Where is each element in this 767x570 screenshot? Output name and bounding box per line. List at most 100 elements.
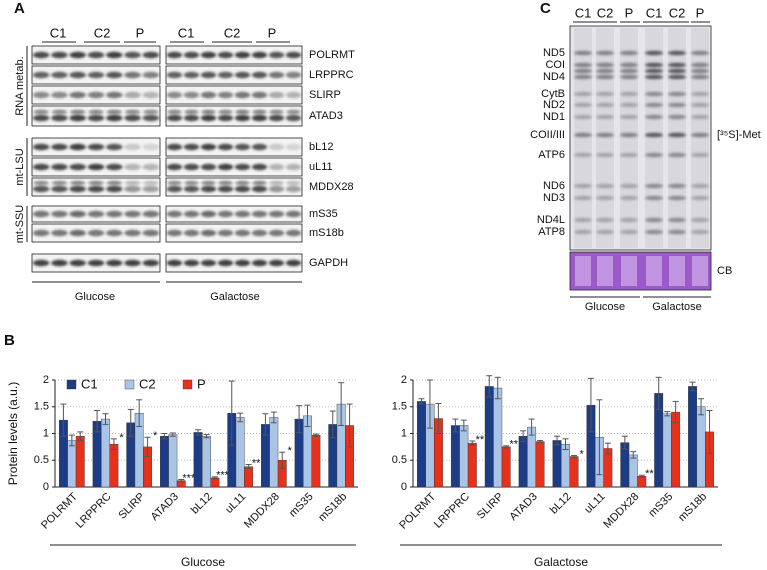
error-bar	[562, 438, 569, 451]
bar	[202, 435, 211, 488]
blot-band	[268, 163, 285, 171]
bar	[561, 444, 570, 488]
blot-band	[234, 143, 251, 151]
blot-band	[166, 114, 183, 122]
blot-band	[200, 143, 217, 151]
blot-band	[183, 185, 200, 193]
blot-band	[106, 163, 123, 171]
gel-band	[645, 74, 663, 80]
y-tick-label: 1.5	[392, 401, 407, 413]
error-bar	[195, 429, 202, 436]
blot-band	[268, 114, 285, 122]
gel-band	[645, 91, 663, 97]
error-bar	[245, 464, 252, 470]
blot-frame	[165, 85, 303, 105]
blot-band	[269, 180, 284, 186]
y-tick-label: 0	[43, 481, 49, 493]
blot-band	[70, 180, 86, 186]
error-bar	[469, 440, 476, 446]
stain-lane	[575, 256, 591, 286]
blot-band	[51, 210, 68, 218]
blot-band	[69, 91, 86, 99]
blot-band	[142, 91, 160, 99]
blot-band	[268, 91, 285, 99]
band-label: CytB	[541, 88, 565, 100]
error-bar	[698, 398, 705, 416]
x-tick-label: bL12	[189, 491, 215, 517]
row-label: MDDX28	[309, 181, 354, 193]
x-tick-label: ATAD3	[149, 491, 181, 523]
gel-band	[596, 114, 614, 120]
blot-band	[252, 180, 267, 186]
error-bar	[689, 381, 696, 392]
blot-band	[166, 143, 183, 151]
stain-label: CB	[717, 265, 732, 277]
gel-band	[668, 50, 686, 56]
blot-band	[124, 259, 141, 267]
gel-band	[645, 217, 663, 223]
gel-lane	[574, 28, 592, 248]
lane-header: C2	[597, 5, 614, 20]
blot-band	[286, 180, 301, 186]
blot-band	[142, 143, 160, 151]
condition-label: Galactose	[210, 291, 260, 303]
gel-band	[574, 91, 592, 97]
blot-band	[166, 259, 183, 267]
group-label: mt-LSU	[14, 148, 26, 185]
band-label: ATP6	[538, 149, 565, 161]
blot-band	[32, 143, 50, 151]
gel-band	[691, 229, 709, 235]
blot-band	[234, 114, 251, 122]
stain	[569, 251, 712, 291]
gel-band	[620, 229, 638, 235]
row-label: mS35	[309, 208, 338, 220]
blot-frame	[165, 137, 303, 157]
band-label: ATP8	[538, 226, 565, 238]
bar	[101, 418, 110, 488]
condition-label: Galactose	[652, 301, 702, 313]
blot-band	[106, 91, 123, 99]
band-label: ND6	[543, 180, 565, 192]
error-bar	[570, 454, 577, 459]
error-bar	[503, 445, 510, 449]
row-label: LRPPRC	[309, 69, 354, 81]
gel-band	[574, 50, 592, 56]
gel-band	[620, 152, 638, 158]
error-bar	[68, 434, 75, 447]
blot-band	[217, 163, 234, 171]
lane-header: C1	[646, 5, 663, 20]
gel-band	[668, 132, 686, 138]
x-tick-label: SLIRP	[475, 491, 506, 522]
blot-band	[234, 163, 251, 171]
blot-band	[217, 229, 234, 237]
blot-band	[106, 180, 122, 186]
blot-band	[251, 163, 268, 171]
bar	[193, 432, 203, 488]
legend-label: C1	[81, 376, 98, 391]
band-label: ND5	[543, 47, 565, 59]
bar	[417, 401, 426, 488]
gel-band	[620, 183, 638, 189]
error-bar	[528, 418, 535, 436]
blot-band	[166, 91, 183, 99]
error-bar	[203, 434, 210, 439]
blot-band	[183, 71, 200, 79]
blot-band	[142, 229, 160, 237]
blot-band	[183, 259, 200, 267]
lane-header: C1	[50, 25, 67, 40]
blot-band	[51, 229, 68, 237]
blot-band	[251, 91, 268, 99]
blot-band	[166, 210, 183, 218]
blot-band	[286, 109, 301, 115]
gel-band	[574, 62, 592, 68]
blot-band	[285, 91, 302, 99]
blot-band	[106, 51, 123, 59]
blot-band	[32, 163, 50, 171]
bar	[484, 386, 494, 488]
blot-band	[32, 71, 50, 79]
blot-band	[200, 114, 217, 122]
x-axis-label: Glucose	[181, 555, 225, 569]
gel-band	[645, 114, 663, 120]
